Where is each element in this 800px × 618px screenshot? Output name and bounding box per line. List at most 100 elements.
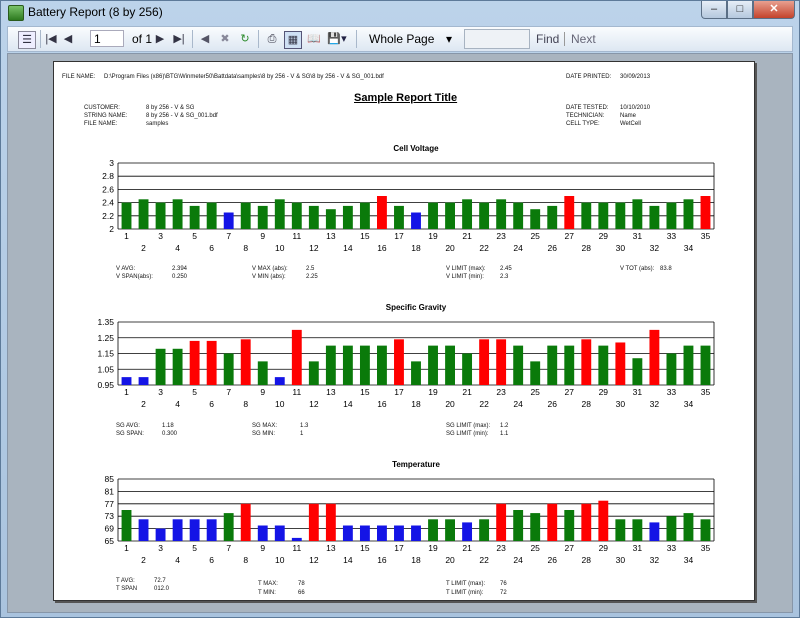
bar [223,353,234,385]
bar [615,342,626,385]
x-tick-label: 31 [633,543,643,553]
y-tick-label: 2 [109,224,114,234]
x-tick-label: 23 [496,387,506,397]
x-tick-label: 17 [394,231,404,241]
last-page-icon[interactable]: ▶| [173,33,185,45]
t-avg-label: T AVG: [116,578,135,584]
bar [411,212,421,229]
y-tick-label: 1.15 [97,349,114,359]
t-limit-max-value: 76 [500,581,507,587]
sg-avg-label: SG AVG: [116,423,140,429]
x-tick-label: 11 [292,387,301,397]
bar [274,199,285,229]
report-viewport[interactable]: FILE NAME: D:\Program Files (x86)\BTG\Wi… [7,53,793,613]
first-page-icon[interactable]: |◀ [45,33,57,45]
bar [547,503,558,541]
find-text-input[interactable] [464,29,530,49]
bar [513,510,524,541]
close-button[interactable]: ✕ [753,1,795,19]
toc-icon[interactable]: ☰ [18,31,36,49]
maximize-button[interactable]: □ [727,1,753,19]
x-tick-label: 6 [209,399,214,409]
bar [240,339,251,385]
cell-type-label: CELL TYPE: [566,121,600,127]
bar [206,202,217,229]
find-link[interactable]: Find [536,32,560,46]
report-page: FILE NAME: D:\Program Files (x86)\BTG\Wi… [53,61,755,601]
bar [598,345,609,385]
x-tick-label: 32 [650,399,660,409]
x-tick-label: 35 [701,387,711,397]
x-tick-label: 23 [496,231,506,241]
bar [513,202,524,229]
find-next-link[interactable]: Next [571,32,596,46]
y-tick-label: 77 [105,499,115,509]
bar [462,199,473,229]
x-tick-label: 9 [260,543,265,553]
x-tick-label: 4 [175,243,180,253]
x-tick-label: 12 [309,243,319,253]
bar [240,503,251,541]
page-setup-icon[interactable]: 📖 [307,33,321,45]
x-tick-label: 27 [565,231,575,241]
x-tick-label: 27 [565,387,575,397]
print-icon[interactable]: ⎙ [267,33,277,45]
x-tick-label: 6 [209,555,214,565]
t-limit-max-label: T LIMIT (max): [446,581,486,587]
prev-page-icon[interactable]: ◀ [63,33,73,45]
x-tick-label: 8 [243,555,248,565]
y-tick-label: 2.8 [102,171,114,181]
sg-span-label: SG SPAN: [116,431,144,437]
v-max-value: 2.5 [306,266,315,272]
zoom-select[interactable]: Whole Page ▾ [366,30,458,48]
stop-icon[interactable]: ✖ [220,33,230,45]
technician-label: TECHNICIAN: [566,113,605,119]
date-printed-value: 30/09/2013 [620,74,651,80]
t-min-label: T MIN: [258,590,276,596]
bar [240,202,251,229]
x-tick-label: 12 [309,399,319,409]
refresh-icon[interactable]: ↻ [240,33,250,45]
v-span-label: V SPAN(abs): [116,274,153,280]
back-icon[interactable]: ◀ [200,33,210,45]
minimize-button[interactable]: – [701,1,727,19]
x-tick-label: 2 [141,243,146,253]
bar [581,339,592,385]
t-avg-value: 72.7 [154,578,166,584]
bar [445,519,455,541]
next-page-icon[interactable]: ▶ [155,33,165,45]
x-tick-label: 1 [124,387,129,397]
bar [700,519,711,541]
x-tick-label: 32 [650,555,660,565]
report-title: Sample Report Title [354,92,458,104]
bar [291,202,302,229]
page-of-label: of 1 [132,32,153,46]
bar [359,525,370,541]
bar [683,345,694,385]
x-tick-label: 29 [599,387,609,397]
bar [206,340,217,385]
bar [581,503,592,541]
x-tick-label: 35 [701,543,711,553]
date-tested-value: 10/10/2010 [620,105,651,111]
bar [172,348,183,385]
x-tick-label: 28 [582,555,592,565]
chart-title: Cell Voltage [393,144,439,153]
print-layout-icon[interactable]: ▦ [284,31,302,49]
export-icon[interactable]: 💾▾ [327,33,347,45]
bar [308,205,319,229]
t-span-value: 012.0 [154,586,170,592]
x-tick-label: 22 [479,555,489,565]
x-tick-label: 13 [326,231,336,241]
page-number-input[interactable]: 1 [90,30,124,47]
file-name2-label: FILE NAME: [84,121,118,127]
bar [206,519,217,541]
customer-value: 8 by 256 - V & SG [146,105,195,111]
bar [138,377,149,385]
bar [359,202,370,229]
v-limit-max-value: 2.45 [500,266,512,272]
x-tick-label: 24 [513,243,523,253]
x-tick-label: 10 [275,399,285,409]
toolbar-separator [40,30,41,48]
report-toolbar: ☰ |◀ ◀ 1 of 1 ▶ ▶| ◀ ✖ ↻ ⎙ ▦ 📖 💾▾ Whole … [7,26,793,52]
